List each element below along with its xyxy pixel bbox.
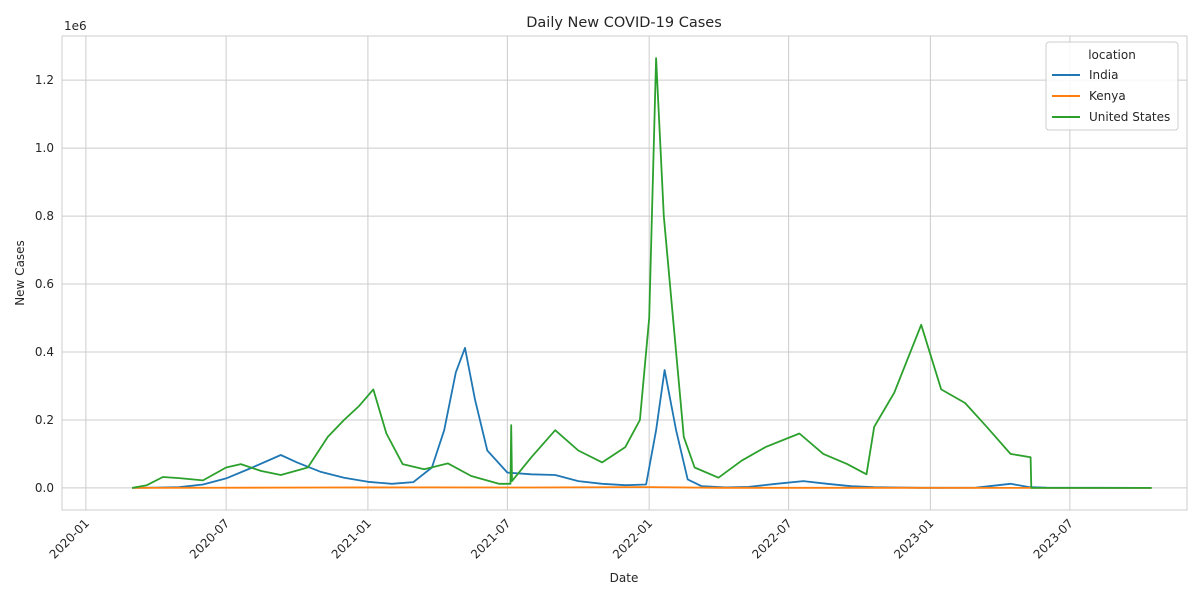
y-tick-label: 0.8: [35, 209, 54, 223]
legend-label: Kenya: [1089, 89, 1126, 103]
y-tick-label: 1.0: [35, 141, 54, 155]
x-axis-label: Date: [610, 571, 639, 585]
legend: location India Kenya United States: [1045, 41, 1179, 131]
x-tick-label: 2022-01: [610, 516, 655, 561]
y-tick-labels: 0.0 0.2 0.4 0.6 0.8 1.0 1.2: [35, 73, 54, 495]
legend-label: India: [1089, 68, 1118, 82]
y-offset-label: 1e6: [64, 19, 87, 33]
y-tick-label: 0.6: [35, 277, 54, 291]
legend-entries: India Kenya United States: [1052, 68, 1170, 124]
grid: [62, 36, 1187, 510]
x-tick-label: 2020-01: [47, 516, 92, 561]
x-tick-labels: 2020-01 2020-07 2021-01 2021-07 2022-01 2022-…: [47, 516, 1076, 561]
x-tick-label: 2020-07: [187, 516, 232, 561]
legend-label: United States: [1089, 110, 1170, 124]
series-line-united-states: [131, 57, 1152, 489]
chart-title: Daily New COVID-19 Cases: [526, 15, 722, 31]
series-line-kenya: [132, 486, 1152, 489]
y-tick-label: 0.2: [35, 413, 54, 427]
y-axis-label: New Cases: [13, 240, 27, 306]
plot-area: [61, 35, 1188, 511]
y-tick-label: 0.4: [35, 345, 54, 359]
series-line-india: [132, 347, 1152, 489]
x-tick-label: 2023-01: [891, 516, 936, 561]
x-tick-label: 2022-07: [749, 516, 794, 561]
series-layer: [131, 57, 1152, 489]
y-tick-label: 1.2: [35, 73, 54, 87]
legend-box: [1045, 41, 1179, 131]
y-tick-label: 0.0: [35, 481, 54, 495]
x-tick-label: 2023-07: [1031, 516, 1076, 561]
legend-title: location: [1088, 48, 1136, 62]
x-tick-label: 2021-07: [468, 516, 513, 561]
x-tick-label: 2021-01: [329, 516, 374, 561]
